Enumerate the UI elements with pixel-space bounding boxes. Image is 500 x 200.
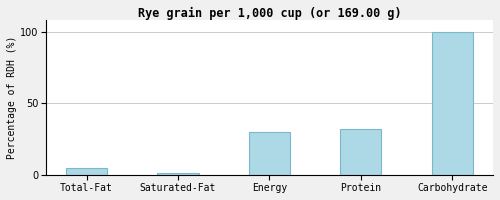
Title: Rye grain per 1,000 cup (or 169.00 g): Rye grain per 1,000 cup (or 169.00 g) bbox=[138, 7, 401, 20]
Bar bbox=[249, 132, 290, 175]
Bar bbox=[340, 129, 382, 175]
Bar bbox=[66, 168, 107, 175]
Bar bbox=[432, 32, 472, 175]
Y-axis label: Percentage of RDH (%): Percentage of RDH (%) bbox=[7, 36, 17, 159]
Bar bbox=[158, 173, 198, 175]
